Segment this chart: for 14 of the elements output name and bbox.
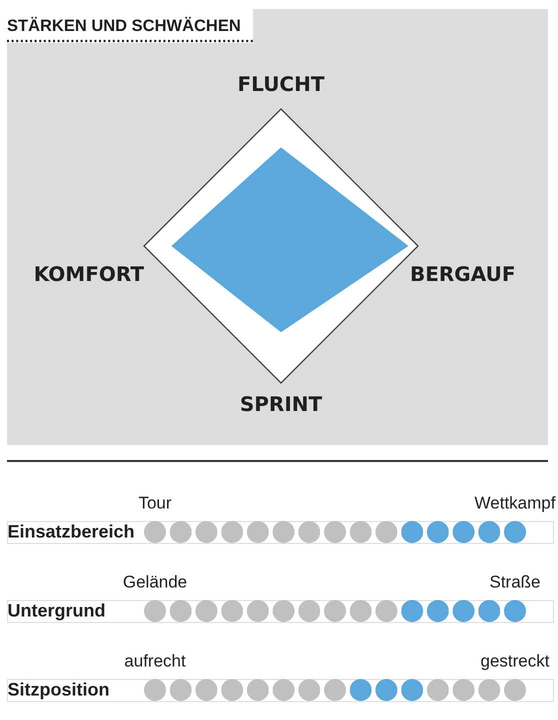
x-tick-label: Straße [489, 572, 541, 592]
x-tick-label: gestreckt [480, 652, 550, 670]
y-axis-title: Einsatzbereich [8, 522, 135, 542]
x-tick-label: aufrecht [124, 652, 186, 670]
x-tick-label: Tour [138, 494, 172, 512]
spoke-label: BERGAUF [410, 262, 516, 286]
y-axis-title: Untergrund [8, 600, 106, 620]
chart-title: STÄRKEN UND SCHWÄCHEN [7, 16, 241, 35]
spoke-label: KOMFORT [34, 262, 144, 286]
x-tick-label: Gelände [122, 572, 188, 592]
x-tick-label: Wettkampf [474, 494, 556, 512]
spoke-label: FLUCHT [238, 72, 325, 96]
spoke-label: SPRINT [240, 392, 322, 416]
y-axis-title: Sitzposition [8, 680, 110, 700]
